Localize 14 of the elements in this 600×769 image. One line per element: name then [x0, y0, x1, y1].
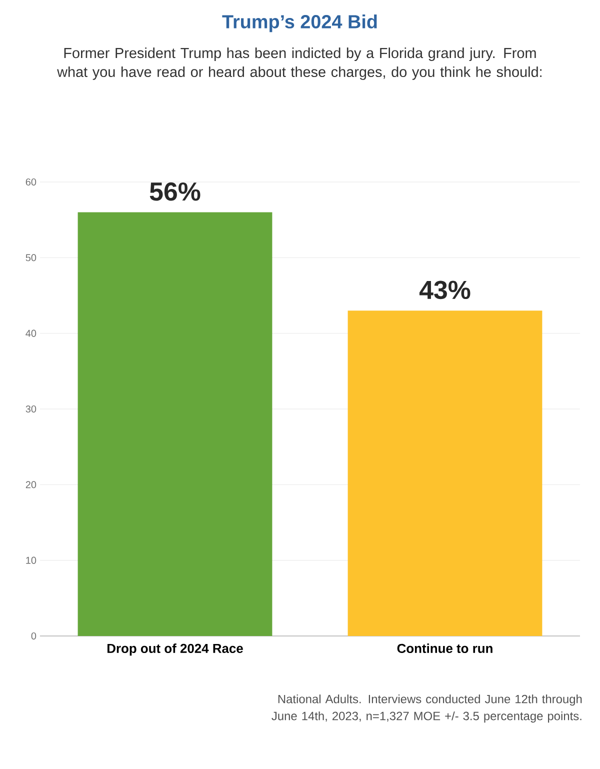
chart-subtitle: Former President Trump has been indicted by a Florida grand jury. From what you have read or heard about these charges, do you think he should:: [57, 48, 542, 80]
text: National Adults. Interviews conducted June 12th through June 14th, 2023, n=1,327 MOE +/- 3.5 percentage points.: [272, 694, 582, 723]
data-label: 43%: [419, 280, 470, 300]
y-tick-label: 10: [26, 556, 36, 564]
y-tick-label: 0: [31, 632, 36, 640]
data-label: 56%: [150, 182, 200, 201]
y-tick-label: 60: [26, 178, 36, 186]
chart-title: Trump’s 2024 Bid: [222, 14, 377, 32]
y-tick-label: 30: [26, 405, 36, 413]
y-tick-label: 20: [26, 481, 36, 488]
x-tick-label: Continue to run: [397, 644, 492, 654]
x-tick-label: Drop out of 2024 Race: [107, 644, 243, 656]
y-tick-label: 40: [26, 330, 36, 337]
y-tick-label: 50: [26, 254, 36, 262]
